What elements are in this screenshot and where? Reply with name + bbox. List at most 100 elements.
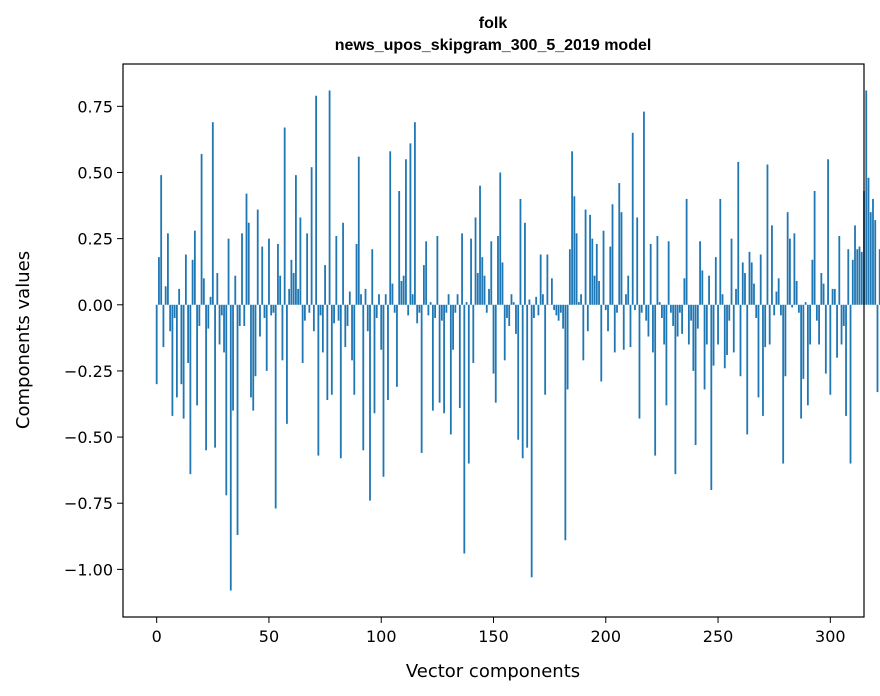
bar-238	[690, 304, 692, 321]
bar-302	[833, 288, 836, 305]
bar-11	[180, 304, 183, 385]
bar-245	[705, 304, 708, 345]
bar-229	[669, 304, 672, 313]
x-axis-ticks: 0 50 100 150 200 250 300	[152, 617, 846, 646]
bar-254	[726, 304, 728, 356]
bar-256	[730, 238, 733, 305]
bar-307	[845, 304, 847, 416]
bar-224	[658, 302, 661, 305]
bar-61	[292, 273, 295, 305]
bar-106	[393, 304, 396, 313]
bar-259	[737, 161, 740, 305]
bar-237	[687, 304, 690, 345]
bar-23	[207, 304, 210, 329]
bar-204	[613, 304, 616, 353]
bar-142	[474, 217, 477, 305]
bar-8	[173, 304, 176, 319]
bar-168	[533, 304, 535, 319]
bar-76	[326, 304, 329, 401]
bar-176	[550, 278, 553, 305]
bar-119	[422, 265, 425, 305]
bar-53	[274, 304, 277, 509]
y-tick-label: 0.00	[77, 296, 113, 315]
bar-170	[537, 304, 540, 316]
bar-110	[402, 275, 405, 305]
bar-37	[238, 304, 241, 326]
bar-51	[270, 304, 273, 316]
bar-182	[564, 304, 567, 541]
x-tick-label: 250	[703, 627, 734, 646]
bar-297	[822, 283, 825, 305]
bar-1	[158, 257, 160, 305]
bar-322	[878, 249, 880, 305]
bar-112	[407, 304, 410, 316]
bar-19	[198, 304, 201, 326]
bar-189	[580, 294, 582, 305]
bar-24	[209, 296, 212, 305]
bar-55	[279, 275, 282, 305]
bar-169	[535, 296, 538, 305]
bar-108	[398, 191, 401, 305]
bar-140	[470, 238, 472, 305]
bar-63	[297, 288, 300, 305]
bar-62	[295, 175, 297, 305]
bar-261	[741, 262, 744, 305]
bar-10	[178, 288, 181, 305]
bar-263	[746, 304, 749, 435]
y-tick-label: 0.50	[77, 163, 113, 182]
bar-148	[488, 288, 490, 305]
bar-3	[162, 304, 165, 348]
bar-52	[272, 304, 275, 313]
bar-273	[768, 304, 771, 345]
bar-179	[557, 304, 560, 321]
bar-47	[261, 246, 264, 305]
bar-40	[245, 193, 248, 305]
bar-26	[214, 304, 216, 448]
bar-160	[515, 304, 517, 334]
bar-308	[847, 249, 850, 305]
bar-145	[481, 257, 484, 305]
bar-280	[784, 304, 787, 377]
bar-65	[301, 304, 304, 363]
bar-78	[330, 304, 333, 395]
bar-212	[631, 132, 634, 305]
bar-249	[714, 257, 717, 305]
bar-184	[568, 249, 571, 305]
bar-154	[501, 262, 504, 305]
bar-135	[458, 304, 461, 408]
bar-220	[649, 243, 652, 305]
bar-20	[200, 153, 203, 305]
bar-126	[438, 304, 441, 403]
bar-298	[824, 304, 827, 374]
y-tick-label: 0.25	[77, 230, 113, 249]
bar-194	[591, 238, 594, 305]
bar-15	[189, 304, 192, 475]
bar-128	[443, 304, 445, 414]
y-tick-label: −1.00	[64, 560, 113, 579]
bar-260	[739, 304, 742, 377]
bar-258	[735, 288, 737, 305]
bar-219	[647, 304, 650, 337]
x-axis-label: Vector components	[406, 661, 580, 682]
bar-304	[838, 235, 841, 305]
bar-272	[766, 164, 769, 305]
bar-139	[467, 304, 470, 464]
bar-97	[373, 304, 376, 414]
bar-180	[559, 304, 562, 313]
x-tick-label: 100	[366, 627, 397, 646]
bar-92	[362, 304, 365, 451]
bar-313	[858, 246, 861, 305]
bar-310	[851, 259, 854, 305]
bar-144	[479, 185, 481, 305]
bar-178	[555, 304, 558, 316]
bar-138	[465, 302, 468, 305]
bar-284	[793, 233, 796, 305]
bar-69	[310, 167, 313, 305]
bar-73	[319, 304, 322, 316]
bar-93	[364, 288, 367, 305]
bar-202	[609, 246, 612, 305]
bar-187	[575, 233, 578, 305]
bar-270	[762, 304, 764, 416]
bar-141	[472, 304, 475, 363]
bar-316	[865, 90, 868, 305]
